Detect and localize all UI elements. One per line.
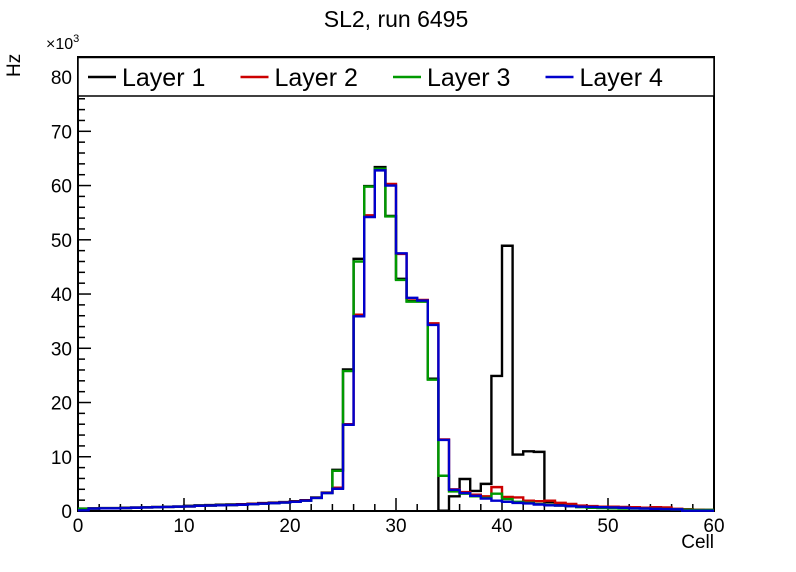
y-tick-label: 80 xyxy=(51,68,72,89)
y-tick-label: 30 xyxy=(51,339,72,360)
y-tick-label: 20 xyxy=(51,394,72,415)
x-tick-label: 30 xyxy=(385,516,406,537)
x-tick-label: 50 xyxy=(597,516,618,537)
x-tick-label: 0 xyxy=(73,516,84,537)
legend-entry-layer-1: Layer 1 xyxy=(122,64,205,92)
y-axis-multiplier-exponent: 3 xyxy=(73,33,79,45)
x-tick-label: 40 xyxy=(491,516,512,537)
y-axis-multiplier-base: ×10 xyxy=(46,36,73,53)
y-axis-title: Hz xyxy=(4,54,25,77)
y-tick-label: 40 xyxy=(51,285,72,306)
plot-title: SL2, run 6495 xyxy=(324,6,469,32)
legend-entry-layer-2: Layer 2 xyxy=(275,64,358,92)
plot-area: 0 10 20 30 40 50 60 70 80 0 10 20 30 40 50 60 Layer 1 Lay… xyxy=(51,56,725,537)
plot-frame xyxy=(77,56,715,512)
x-tick-label: 10 xyxy=(173,516,194,537)
legend-entry-layer-3: Layer 3 xyxy=(427,64,510,92)
x-tick-label: 20 xyxy=(279,516,300,537)
y-tick-label: 10 xyxy=(51,448,72,469)
y-axis-multiplier: ×103 xyxy=(46,33,79,53)
y-tick-label: 50 xyxy=(51,231,72,252)
y-tick-label: 0 xyxy=(61,502,72,523)
legend-entry-layer-4: Layer 4 xyxy=(580,64,663,92)
histogram-layer-4 xyxy=(78,169,714,512)
y-tick-label: 70 xyxy=(51,122,72,143)
y-tick-label: 60 xyxy=(51,177,72,198)
x-tick-label: 60 xyxy=(703,516,724,537)
x-axis-title: Cell xyxy=(681,532,714,553)
